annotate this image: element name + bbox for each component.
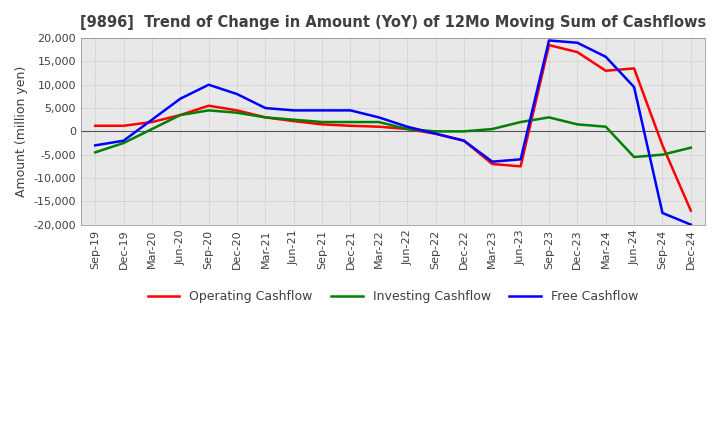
Operating Cashflow: [261, 115, 270, 120]
Free Cashflow: [658, 210, 667, 216]
Investing Cashflow: [658, 152, 667, 158]
Y-axis label: Amount (million yen): Amount (million yen): [15, 66, 28, 197]
Operating Cashflow: [630, 66, 639, 71]
Operating Cashflow: [488, 161, 497, 167]
Operating Cashflow: [91, 123, 99, 128]
Free Cashflow: [233, 92, 241, 97]
Line: Free Cashflow: Free Cashflow: [95, 40, 690, 225]
Operating Cashflow: [686, 208, 695, 213]
Free Cashflow: [91, 143, 99, 148]
Free Cashflow: [545, 38, 554, 43]
Free Cashflow: [431, 131, 440, 136]
Investing Cashflow: [686, 145, 695, 150]
Operating Cashflow: [545, 43, 554, 48]
Operating Cashflow: [658, 143, 667, 148]
Operating Cashflow: [176, 112, 184, 117]
Operating Cashflow: [318, 122, 326, 127]
Investing Cashflow: [573, 122, 582, 127]
Free Cashflow: [204, 82, 213, 88]
Operating Cashflow: [459, 138, 468, 143]
Line: Operating Cashflow: Operating Cashflow: [95, 45, 690, 211]
Free Cashflow: [346, 108, 355, 113]
Operating Cashflow: [289, 118, 298, 124]
Investing Cashflow: [459, 129, 468, 134]
Investing Cashflow: [403, 126, 412, 132]
Operating Cashflow: [120, 123, 128, 128]
Free Cashflow: [176, 96, 184, 101]
Investing Cashflow: [516, 119, 525, 125]
Legend: Operating Cashflow, Investing Cashflow, Free Cashflow: Operating Cashflow, Investing Cashflow, …: [143, 285, 643, 308]
Investing Cashflow: [318, 119, 326, 125]
Investing Cashflow: [91, 150, 99, 155]
Free Cashflow: [403, 124, 412, 129]
Free Cashflow: [488, 159, 497, 164]
Free Cashflow: [573, 40, 582, 45]
Free Cashflow: [686, 222, 695, 227]
Operating Cashflow: [346, 123, 355, 128]
Investing Cashflow: [233, 110, 241, 115]
Operating Cashflow: [233, 108, 241, 113]
Operating Cashflow: [374, 124, 383, 129]
Free Cashflow: [318, 108, 326, 113]
Free Cashflow: [459, 138, 468, 143]
Investing Cashflow: [261, 115, 270, 120]
Investing Cashflow: [630, 154, 639, 160]
Line: Investing Cashflow: Investing Cashflow: [95, 110, 690, 157]
Title: [9896]  Trend of Change in Amount (YoY) of 12Mo Moving Sum of Cashflows: [9896] Trend of Change in Amount (YoY) o…: [80, 15, 706, 30]
Operating Cashflow: [601, 68, 610, 73]
Free Cashflow: [374, 115, 383, 120]
Free Cashflow: [630, 84, 639, 90]
Free Cashflow: [261, 106, 270, 111]
Investing Cashflow: [374, 119, 383, 125]
Investing Cashflow: [204, 108, 213, 113]
Investing Cashflow: [601, 124, 610, 129]
Investing Cashflow: [148, 126, 156, 132]
Operating Cashflow: [148, 119, 156, 125]
Investing Cashflow: [176, 112, 184, 117]
Operating Cashflow: [431, 131, 440, 136]
Investing Cashflow: [488, 126, 497, 132]
Investing Cashflow: [545, 115, 554, 120]
Operating Cashflow: [204, 103, 213, 108]
Operating Cashflow: [573, 49, 582, 55]
Operating Cashflow: [516, 164, 525, 169]
Free Cashflow: [289, 108, 298, 113]
Investing Cashflow: [289, 117, 298, 122]
Free Cashflow: [601, 54, 610, 59]
Investing Cashflow: [120, 140, 128, 146]
Free Cashflow: [120, 138, 128, 143]
Free Cashflow: [516, 157, 525, 162]
Free Cashflow: [148, 117, 156, 122]
Investing Cashflow: [431, 129, 440, 134]
Operating Cashflow: [403, 126, 412, 132]
Investing Cashflow: [346, 119, 355, 125]
